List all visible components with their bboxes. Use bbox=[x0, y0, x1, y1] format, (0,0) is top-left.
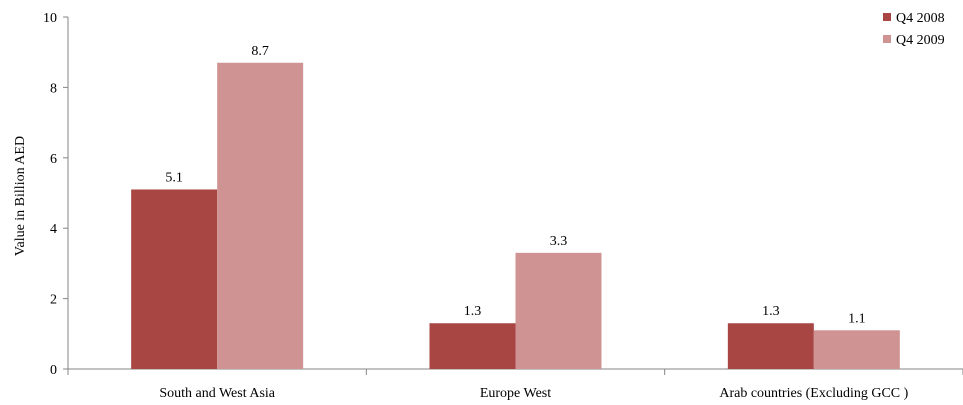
bar bbox=[727, 323, 814, 369]
data-labels: 5.1 8.7 1.3 3.3 1.3 1.1 bbox=[165, 44, 865, 327]
bars bbox=[131, 62, 900, 369]
bar bbox=[429, 323, 516, 369]
bar bbox=[217, 62, 304, 369]
data-label: 1.3 bbox=[464, 304, 482, 319]
data-label: 1.3 bbox=[762, 304, 780, 319]
legend-label: Q4 2008 bbox=[896, 11, 945, 26]
data-label: 1.1 bbox=[848, 311, 866, 326]
legend: Q4 2008 Q4 2009 bbox=[883, 11, 945, 48]
x-tick-label: Europe West bbox=[480, 386, 551, 401]
bar bbox=[131, 189, 218, 369]
x-axis: South and West Asia Europe West Arab count… bbox=[67, 368, 963, 401]
y-tick-label: 4 bbox=[50, 222, 57, 237]
x-tick-label: South and West Asia bbox=[159, 386, 275, 401]
y-tick-label: 0 bbox=[50, 363, 57, 378]
legend-swatch bbox=[883, 35, 891, 43]
legend-label: Q4 2009 bbox=[896, 33, 945, 48]
x-tick-label: Arab countries (Excluding GCC ) bbox=[719, 386, 908, 401]
bar bbox=[515, 252, 602, 369]
legend-swatch bbox=[883, 13, 891, 21]
y-tick-label: 2 bbox=[50, 293, 57, 308]
y-axis: 0 2 4 6 8 10 bbox=[43, 11, 69, 378]
bar bbox=[813, 330, 900, 369]
data-label: 8.7 bbox=[251, 44, 269, 59]
data-label: 3.3 bbox=[550, 234, 568, 249]
y-tick-label: 10 bbox=[43, 11, 57, 26]
y-tick-label: 6 bbox=[50, 152, 57, 167]
y-axis-title: Value in Billion AED bbox=[13, 136, 28, 256]
data-label: 5.1 bbox=[165, 170, 183, 185]
y-tick-label: 8 bbox=[50, 81, 57, 96]
